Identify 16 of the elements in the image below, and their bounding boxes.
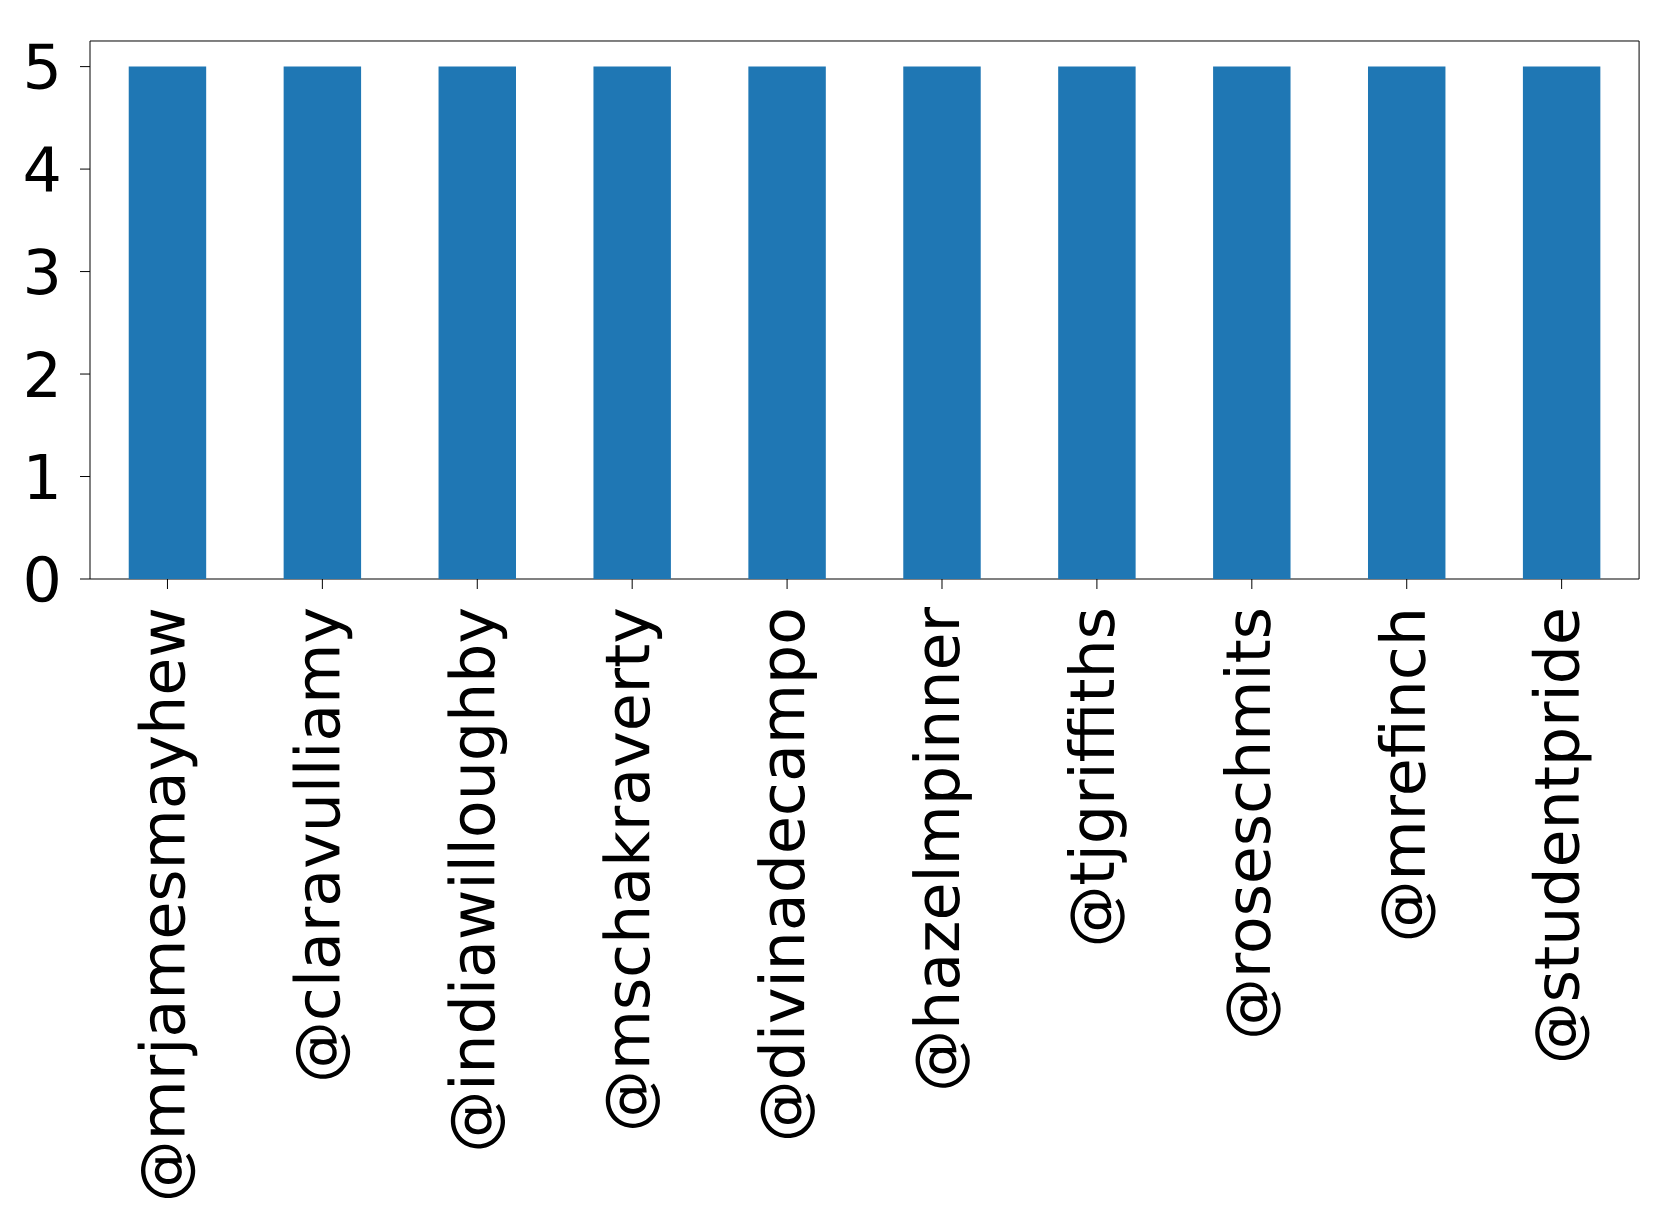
y-tick-label: 1 [29, 454, 57, 500]
x-tick-label: @claravulliamy [292, 608, 353, 1079]
x-tick-label: @indiawilloughby [447, 608, 508, 1149]
x-tick-label: @hazelmpinner [912, 607, 972, 1088]
y-tick-label: 5 [27, 43, 57, 90]
x-tick-label: @studentpride [1531, 610, 1592, 1060]
y-tick-label: 2 [27, 351, 56, 397]
x-tick-label: @divinadecampo [757, 610, 817, 1139]
x-tick-label: @roseschmits [1222, 610, 1281, 1036]
y-tick-label: 0 [26, 555, 58, 603]
x-tick-label: @mschakraverty [602, 608, 663, 1128]
y-tick-label: 4 [25, 146, 59, 192]
x-tick-label: @mrefinch [1377, 612, 1436, 939]
x-tick-label: @mrjamesmayhew [137, 609, 198, 1198]
y-tick-label: 3 [27, 248, 57, 295]
x-tick-label: @tjgriffiths [1067, 610, 1127, 944]
